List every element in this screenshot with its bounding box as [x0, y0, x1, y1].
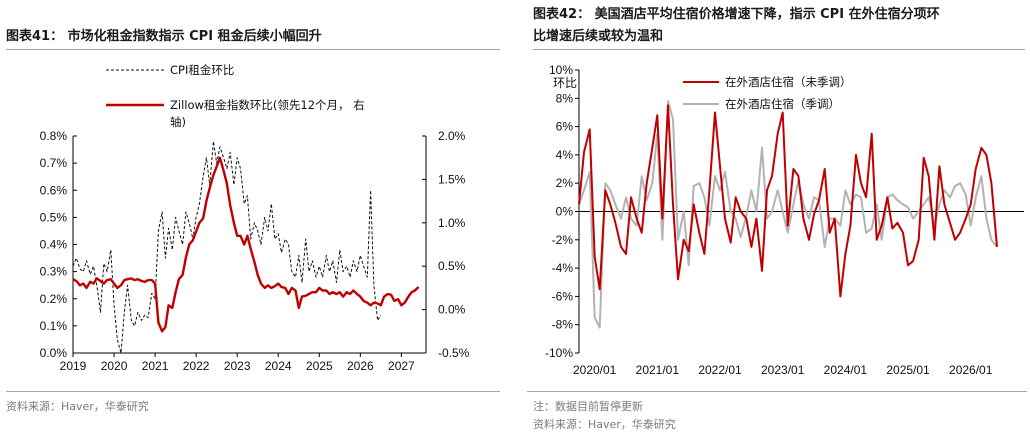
left-y-tick-label: 0.6%: [40, 183, 68, 197]
series-line-zillow: [72, 156, 420, 333]
right-bottom-rule: [527, 391, 1027, 392]
right-y-tick-label: 1.0%: [438, 216, 466, 230]
left-y-tick-label: 0.7%: [40, 156, 68, 170]
x-tick-label: 2025/01: [886, 363, 930, 377]
left-y-tick-labels: 0.0% 0.1% 0.2% 0.3% 0.4% 0.5% 0.6% 0.7% 0.8%: [40, 129, 68, 360]
left-y-tick-label: 0.8%: [40, 129, 68, 143]
y-tick-label: 6%: [556, 120, 574, 134]
x-tick-label: 2023: [224, 359, 251, 373]
right-y-tick-labels-pct: -10% -8% -6% -4% -2% 0% 2% 4% 6% 8% 10%: [545, 63, 573, 360]
right-y-tick-label: 0.5%: [438, 259, 466, 273]
right-source: 资料来源：Haver，华泰研究: [533, 418, 676, 431]
right-y-axis-label: 环比: [553, 76, 577, 90]
left-y-tick-label: 0.5%: [40, 210, 68, 224]
y-tick-label: -2%: [552, 233, 574, 247]
legend-label-zillow-cont: 轴): [170, 115, 186, 129]
left-y-tick-label: 0.2%: [40, 292, 68, 306]
y-tick-label: -8%: [552, 318, 574, 332]
y-tick-label: 10%: [549, 63, 573, 77]
legend-label-cpi: CPI租金环比: [170, 63, 234, 77]
right-y-tick-label: 0.0%: [438, 303, 466, 317]
y-tick-label: -6%: [552, 289, 574, 303]
right-x-tick-labels: 2020/01 2021/01 2022/01 2023/01 2024/01 2025/…: [573, 363, 993, 377]
x-tick-label: 2024: [265, 359, 292, 373]
left-y-tick-label: 0.0%: [40, 346, 68, 360]
y-tick-label: 4%: [556, 148, 574, 162]
left-x-tick-labels: 2019 2020 2021 2022 2023 2024 2025 2026 2027: [60, 359, 415, 373]
left-axes: [72, 135, 427, 357]
right-legend: 在外酒店住宿（未季调） 在外酒店住宿（季调）: [683, 75, 852, 111]
right-y-tick-label: 1.5%: [438, 172, 466, 186]
right-note: 注：数据目前暂停更新: [533, 400, 643, 413]
x-tick-label: 2023/01: [761, 363, 805, 377]
right-line-chart: -10%-8%-6%-4%-2%0%2%4%6%8%10% 2020/01 202…: [545, 63, 1024, 377]
y-tick-label: -10%: [545, 346, 573, 360]
legend-label-sa: 在外酒店住宿（季调）: [725, 97, 840, 111]
right-figure-title-line2: 比增速后续或较为温和: [533, 29, 664, 44]
x-tick-label: 2019: [60, 359, 87, 373]
legend-label-zillow: Zillow租金指数环比(领先12个月， 右: [170, 98, 365, 112]
y-tick-label: -4%: [552, 261, 574, 275]
right-series-lines: [578, 100, 998, 329]
x-tick-label: 2026: [347, 359, 374, 373]
series-line-sa: [578, 100, 998, 329]
x-tick-label: 2027: [388, 359, 415, 373]
y-tick-label: 0%: [556, 205, 574, 219]
left-figure-title: 图表41： 市场化租金指数指示 CPI 租金后续小幅回升: [6, 29, 322, 44]
right-y-tick-label: -0.5%: [438, 346, 470, 360]
x-tick-label: 2022/01: [698, 363, 742, 377]
y-tick-label: 2%: [556, 176, 574, 190]
left-y-tick-label: 0.3%: [40, 265, 68, 279]
x-tick-label: 2020/01: [573, 363, 617, 377]
series-line-cpi: [72, 140, 382, 354]
series-line-nsa: [578, 104, 998, 298]
right-y-tick-labels: -0.5% 0.0% 0.5% 1.0% 1.5% 2.0%: [438, 129, 470, 360]
left-title-rule: [6, 49, 500, 50]
left-line-chart: 0.0% 0.1% 0.2% 0.3% 0.4% 0.5% 0.6% 0.7% 0.8% -0.…: [40, 63, 470, 373]
left-bottom-rule: [6, 391, 500, 392]
right-figure: 图表42： 美国酒店平均住宿价格增速下降，指示 CPI 在外住宿分项环 比增速后…: [527, 0, 1030, 431]
x-tick-label: 2021/01: [636, 363, 680, 377]
left-series-lines: [72, 140, 420, 354]
left-y-tick-label: 0.4%: [40, 238, 68, 252]
x-tick-label: 2025: [306, 359, 333, 373]
x-tick-label: 2022: [183, 359, 210, 373]
x-tick-label: 2020: [101, 359, 128, 373]
x-tick-label: 2021: [142, 359, 169, 373]
x-tick-label: 2026/01: [949, 363, 993, 377]
left-legend: CPI租金环比 Zillow租金指数环比(领先12个月， 右 轴): [106, 63, 365, 129]
right-title-rule: [533, 49, 1025, 50]
left-y-tick-label: 0.1%: [40, 319, 68, 333]
right-y-tick-label: 2.0%: [438, 129, 466, 143]
left-figure: 图表41： 市场化租金指数指示 CPI 租金后续小幅回升 0.0% 0.1% 0.2…: [0, 0, 500, 427]
right-figure-title-line1: 图表42： 美国酒店平均住宿价格增速下降，指示 CPI 在外住宿分项环: [533, 7, 940, 22]
right-axes: [575, 69, 1024, 354]
x-tick-label: 2024/01: [824, 363, 868, 377]
y-tick-label: 8%: [556, 91, 574, 105]
legend-label-nsa: 在外酒店住宿（未季调）: [725, 75, 852, 89]
left-source: 资料来源：Haver，华泰研究: [6, 400, 149, 413]
